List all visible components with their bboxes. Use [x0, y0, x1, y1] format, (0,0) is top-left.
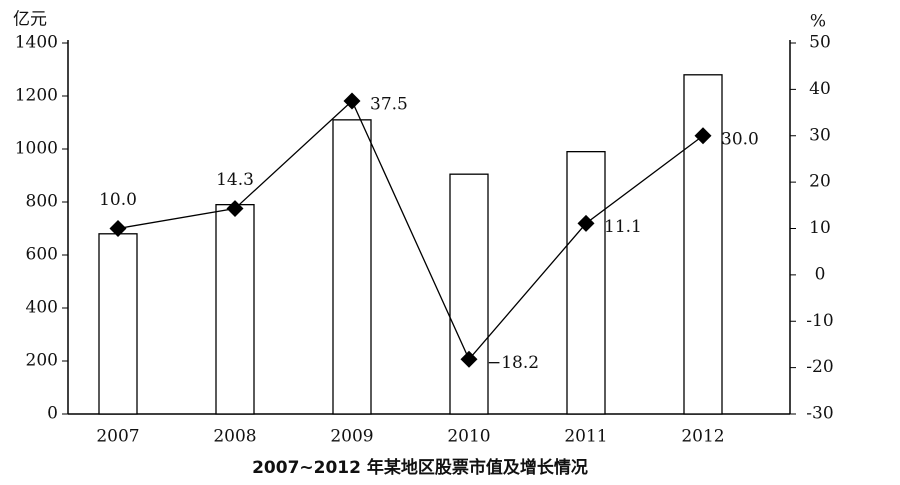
- y2-tick-label: 50: [809, 33, 831, 53]
- y-tick-label: 200: [26, 351, 58, 371]
- data-label: 14.3: [216, 170, 254, 190]
- bar: [566, 150, 606, 415]
- y2-tick-label: 10: [809, 218, 831, 238]
- marker: [109, 220, 127, 237]
- marker: [694, 127, 712, 145]
- y2-tick-label: -20: [806, 357, 833, 377]
- bar: [332, 119, 372, 415]
- marker: [343, 92, 361, 110]
- y-tick-label: 1400: [15, 33, 58, 53]
- data-label: 37.5: [370, 94, 408, 114]
- y2-tick-label: -10: [806, 311, 833, 331]
- y-tick-label: 1000: [15, 139, 58, 159]
- x-tick-label: 2007: [96, 427, 139, 447]
- y2-tick-label: 40: [809, 79, 831, 99]
- y-tick-label: 1200: [15, 86, 58, 106]
- data-label: 30.0: [721, 129, 759, 149]
- data-label: 11.1: [604, 217, 642, 237]
- x-tick-label: 2012: [681, 427, 724, 447]
- y2-axis-label: %: [810, 12, 826, 32]
- y-tick-label: 0: [47, 404, 58, 424]
- bar: [683, 74, 723, 415]
- x-tick-label: 2009: [330, 427, 373, 447]
- data-label: −18.2: [487, 353, 539, 373]
- y-axis-label: 亿元: [13, 10, 47, 30]
- line: [117, 99, 704, 361]
- marker: [460, 350, 478, 368]
- data-label: 10.0: [99, 190, 137, 210]
- x-tick-label: 2011: [564, 427, 607, 447]
- chart-title: 2007~2012 年某地区股票市值及增长情况: [252, 457, 588, 478]
- y-tick-label: 800: [26, 192, 58, 212]
- x-tick-label: 2010: [447, 427, 490, 447]
- x-tick-label: 2008: [213, 427, 256, 447]
- y2-tick-label: 30: [809, 125, 831, 145]
- y-tick-label: 600: [26, 245, 58, 265]
- bar: [449, 173, 489, 415]
- bar: [215, 203, 255, 415]
- y2-tick-label: 20: [809, 172, 831, 192]
- bar: [98, 233, 138, 415]
- marker: [226, 200, 244, 218]
- y2-tick-label: 0: [815, 264, 826, 284]
- y-tick-label: 400: [26, 298, 58, 318]
- y2-tick-label: -30: [806, 404, 833, 424]
- marker: [577, 214, 595, 232]
